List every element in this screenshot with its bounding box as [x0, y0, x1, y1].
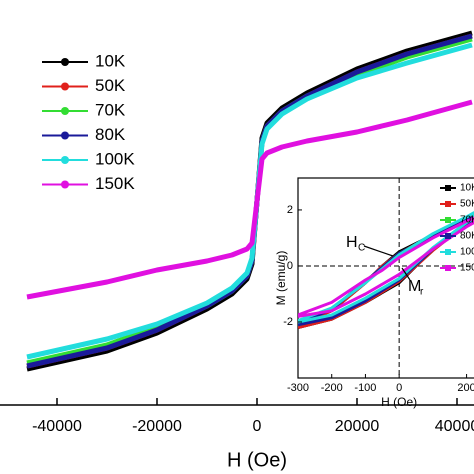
x-tick-label: -100 — [354, 382, 376, 394]
y-tick-label: 0 — [287, 260, 293, 272]
x-tick-label: 0 — [396, 382, 402, 394]
series-line — [298, 216, 474, 318]
legend-marker — [445, 265, 451, 271]
annotation-sub: C — [358, 243, 365, 254]
annotation: M — [408, 278, 421, 295]
legend-label: 80K — [95, 125, 126, 144]
legend-marker — [445, 201, 451, 207]
x-tick-label: 20000 — [335, 418, 380, 435]
y-tick-label: 2 — [287, 204, 293, 216]
legend-label: 70K — [95, 100, 126, 119]
legend-marker — [61, 156, 69, 164]
legend-label: 150K — [460, 263, 474, 274]
legend-marker — [61, 180, 69, 189]
x-axis-label: H (Oe) — [227, 449, 287, 471]
legend-marker — [61, 131, 69, 140]
x-tick-label: 40000 — [435, 418, 474, 435]
x-tick-label: -40000 — [32, 418, 82, 435]
legend-label: 80K — [460, 231, 474, 242]
legend-label: 100K — [95, 149, 135, 168]
annotation-sub: r — [420, 287, 424, 298]
x-tick-label: -300 — [287, 382, 309, 394]
legend-label: 150K — [95, 174, 135, 193]
annotation: H — [346, 234, 358, 251]
legend-marker — [61, 82, 69, 91]
arrow — [401, 267, 411, 281]
legend-label: 50K — [95, 76, 126, 95]
legend-label: 50K — [460, 199, 474, 210]
series-line — [26, 99, 473, 300]
legend-marker — [445, 185, 451, 191]
inset-frame — [297, 177, 474, 379]
inset: -300 -200 -100 0 200 -2 0 2 H (Oe) M (emu/g) H C Mr 1… — [274, 177, 474, 409]
x-tick-label: 200 — [457, 382, 474, 394]
x-tick-label: -200 — [321, 382, 343, 394]
legend-label: 10K — [460, 183, 474, 194]
arrow — [363, 245, 394, 257]
x-tick-label: 0 — [253, 418, 262, 435]
legend-marker — [445, 217, 451, 223]
legend-marker — [61, 107, 69, 115]
y-tick-label: -2 — [283, 316, 293, 328]
x-tick-label: -20000 — [132, 418, 182, 435]
main-plot: -40000-200000200004000010K50K70K80K100K1… — [0, 30, 474, 435]
legend-marker — [445, 249, 451, 255]
y-axis-label: M (emu/g) — [274, 251, 288, 306]
legend-marker — [61, 58, 69, 66]
legend-label: 10K — [95, 51, 126, 70]
inset-curves — [298, 178, 474, 378]
legend-marker — [445, 233, 451, 239]
legend-label: 100K — [460, 247, 474, 258]
x-axis-label: H (Oe) — [381, 395, 417, 409]
legend-label: 70K — [460, 215, 474, 226]
